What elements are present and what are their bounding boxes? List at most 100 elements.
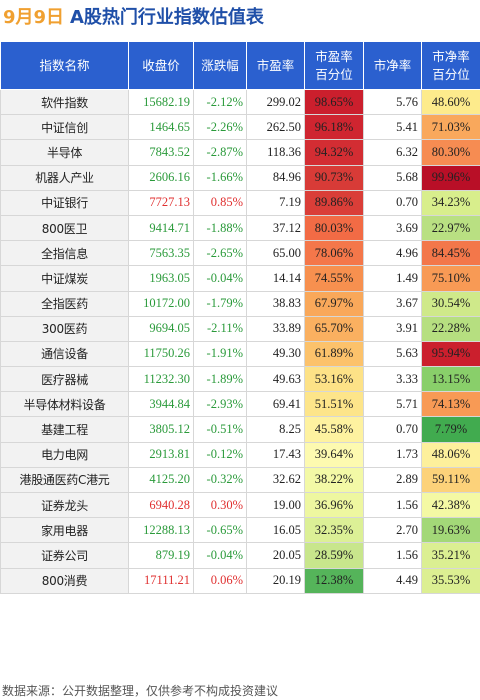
- close-price-cell: 11232.30: [128, 366, 194, 393]
- close-price-cell: 15682.19: [128, 88, 194, 116]
- pb-cell: 6.32: [363, 139, 422, 166]
- pb-percentile-cell: 99.96%: [421, 164, 480, 191]
- pe-percentile-cell: 38.22%: [304, 466, 364, 494]
- header-change[interactable]: 涨跌幅: [193, 41, 247, 90]
- header-close-price[interactable]: 收盘价: [128, 41, 194, 90]
- close-price-cell: 7727.13: [128, 189, 194, 216]
- pe-cell: 49.63: [246, 366, 305, 393]
- pe-percentile-cell: 61.89%: [304, 340, 364, 368]
- pe-cell: 65.00: [246, 240, 305, 267]
- pb-percentile-cell: 7.79%: [421, 416, 480, 443]
- pe-percentile-cell: 51.51%: [304, 391, 364, 418]
- pe-percentile-cell: 53.16%: [304, 366, 364, 393]
- index-name-cell: 半导体: [0, 139, 129, 166]
- table-row: 通信设备 11750.26 -1.91% 49.30 61.89% 5.63 95.94%: [0, 340, 480, 368]
- header-index-name[interactable]: 指数名称: [0, 41, 129, 90]
- table-row: 300医药 9694.05 -2.11% 33.89 65.70% 3.91 22.28%: [0, 315, 480, 342]
- pe-cell: 38.83: [246, 290, 305, 317]
- change-cell: -1.91%: [193, 340, 247, 368]
- pb-percentile-cell: 95.94%: [421, 340, 480, 368]
- change-cell: -1.88%: [193, 214, 247, 242]
- table-row: 半导体材料设备 3944.84 -2.93% 69.41 51.51% 5.71 74.13…: [0, 391, 480, 418]
- pe-cell: 33.89: [246, 315, 305, 342]
- pb-percentile-cell: 71.03%: [421, 114, 480, 141]
- table-row: 全指信息 7563.35 -2.65% 65.00 78.06% 4.96 84.45%: [0, 240, 480, 267]
- index-name-cell: 中证信创: [0, 114, 129, 141]
- close-price-cell: 17111.21: [128, 567, 194, 594]
- title-date: 9月9日: [3, 7, 65, 28]
- pb-percentile-cell: 42.38%: [421, 491, 480, 519]
- change-cell: 0.30%: [193, 491, 247, 519]
- pb-cell: 2.89: [363, 466, 422, 494]
- table-row: 全指医药 10172.00 -1.79% 38.83 67.97% 3.67 30.54%: [0, 290, 480, 317]
- change-cell: -1.79%: [193, 290, 247, 317]
- pe-percentile-cell: 67.97%: [304, 290, 364, 317]
- pb-cell: 5.76: [363, 88, 422, 116]
- table-row: 证券公司 879.19 -0.04% 20.05 28.59% 1.56 35.21%: [0, 542, 480, 569]
- header-pe-percentile[interactable]: 市盈率 百分位: [304, 41, 364, 90]
- change-cell: -2.87%: [193, 139, 247, 166]
- table-row: 基建工程 3805.12 -0.51% 8.25 45.58% 0.70 7.79%: [0, 416, 480, 443]
- source-footnote: 数据来源：公开数据整理，仅供参考不构成投资建议: [2, 684, 279, 698]
- index-name-cell: 家用电器: [0, 517, 129, 544]
- close-price-cell: 7843.52: [128, 139, 194, 166]
- pe-cell: 118.36: [246, 139, 305, 166]
- pb-cell: 3.33: [363, 366, 422, 393]
- header-pe[interactable]: 市盈率: [246, 41, 305, 90]
- table-row: 机器人产业 2606.16 -1.66% 84.96 90.73% 5.68 99.96%: [0, 164, 480, 191]
- change-cell: -0.04%: [193, 542, 247, 569]
- pb-cell: 1.49: [363, 265, 422, 292]
- pb-cell: 1.56: [363, 491, 422, 519]
- change-cell: -1.89%: [193, 366, 247, 393]
- close-price-cell: 1963.05: [128, 265, 194, 292]
- index-name-cell: 中证煤炭: [0, 265, 129, 292]
- pe-percentile-cell: 39.64%: [304, 441, 364, 468]
- pb-cell: 5.63: [363, 340, 422, 368]
- close-price-cell: 1464.65: [128, 114, 194, 141]
- header-pb-percentile[interactable]: 市净率 百分位: [421, 41, 480, 90]
- change-cell: -0.32%: [193, 466, 247, 494]
- pb-percentile-cell: 74.13%: [421, 391, 480, 418]
- table-row: 800医卫 9414.71 -1.88% 37.12 80.03% 3.69 22.97%: [0, 214, 480, 242]
- pe-percentile-cell: 32.35%: [304, 517, 364, 544]
- pe-percentile-cell: 90.73%: [304, 164, 364, 191]
- valuation-table: 指数名称 收盘价 涨跌幅 市盈率 市盈率 百分位 市净率 市净率 百分位 软件指数 1…: [0, 41, 480, 594]
- close-price-cell: 10172.00: [128, 290, 194, 317]
- pe-cell: 17.43: [246, 441, 305, 468]
- table-row: 软件指数 15682.19 -2.12% 299.02 98.65% 5.76 48.60%: [0, 88, 480, 116]
- close-price-cell: 9414.71: [128, 214, 194, 242]
- page-title: A股热门行业指数估值表: [70, 7, 264, 28]
- close-price-cell: 9694.05: [128, 315, 194, 342]
- close-price-cell: 7563.35: [128, 240, 194, 267]
- pe-percentile-cell: 12.38%: [304, 567, 364, 594]
- close-price-cell: 3944.84: [128, 391, 194, 418]
- pb-cell: 3.91: [363, 315, 422, 342]
- pb-percentile-cell: 35.21%: [421, 542, 480, 569]
- pb-cell: 1.56: [363, 542, 422, 569]
- change-cell: -2.93%: [193, 391, 247, 418]
- pe-cell: 69.41: [246, 391, 305, 418]
- table-row: 港股通医药C港元 4125.20 -0.32% 32.62 38.22% 2.89 59.1…: [0, 466, 480, 494]
- close-price-cell: 6940.28: [128, 491, 194, 519]
- pb-cell: 0.70: [363, 189, 422, 216]
- pb-percentile-cell: 30.54%: [421, 290, 480, 317]
- header-pb[interactable]: 市净率: [363, 41, 422, 90]
- index-name-cell: 800医卫: [0, 214, 129, 242]
- pe-cell: 299.02: [246, 88, 305, 116]
- change-cell: -2.12%: [193, 88, 247, 116]
- pb-percentile-cell: 34.23%: [421, 189, 480, 216]
- pb-cell: 1.73: [363, 441, 422, 468]
- pb-percentile-cell: 22.97%: [421, 214, 480, 242]
- change-cell: -0.65%: [193, 517, 247, 544]
- index-name-cell: 电力电网: [0, 441, 129, 468]
- pb-cell: 5.41: [363, 114, 422, 141]
- pb-percentile-cell: 48.06%: [421, 441, 480, 468]
- table-body: 软件指数 15682.19 -2.12% 299.02 98.65% 5.76 48.60%…: [0, 88, 480, 594]
- change-cell: -0.12%: [193, 441, 247, 468]
- pe-cell: 49.30: [246, 340, 305, 368]
- pe-percentile-cell: 98.65%: [304, 88, 364, 116]
- index-name-cell: 医疗器械: [0, 366, 129, 393]
- close-price-cell: 2606.16: [128, 164, 194, 191]
- pe-percentile-cell: 45.58%: [304, 416, 364, 443]
- pb-percentile-cell: 84.45%: [421, 240, 480, 267]
